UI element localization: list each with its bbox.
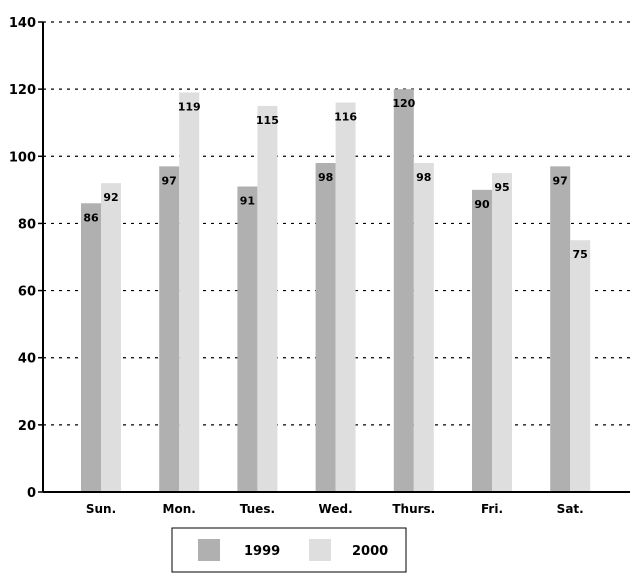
value-label: 86 <box>83 211 99 224</box>
bar-2000-0 <box>101 183 121 492</box>
bar-2000-1 <box>179 92 200 492</box>
x-category-label: Wed. <box>319 502 353 516</box>
value-labels: 86 92 97 119 91 115 98 116 120 98 90 95 97 75 <box>83 97 588 261</box>
bar-1999-4 <box>393 89 414 493</box>
legend-swatch-2000 <box>309 539 331 561</box>
axes <box>42 22 630 493</box>
value-label: 91 <box>240 195 255 208</box>
y-tick-label: 80 <box>18 217 36 232</box>
y-tick-label: 40 <box>18 352 36 367</box>
x-category-label: Sun. <box>86 502 116 516</box>
value-label: 98 <box>416 171 431 184</box>
y-tick-label: 120 <box>9 83 36 98</box>
x-category-label: Thurs. <box>392 502 435 516</box>
value-label: 115 <box>256 114 279 127</box>
bar-2000-2 <box>257 105 278 492</box>
x-category-label: Fri. <box>481 502 503 516</box>
value-label: 90 <box>474 198 490 211</box>
bar-1999-0 <box>81 203 101 493</box>
bar-2000-4 <box>413 163 434 492</box>
value-label: 92 <box>103 191 118 204</box>
bar-1999-1 <box>159 166 180 492</box>
value-label: 119 <box>178 101 201 114</box>
x-category-label: Mon. <box>163 502 196 516</box>
y-tick-label: 140 <box>9 16 36 31</box>
bar-2000-6 <box>570 240 591 492</box>
bar-1999-3 <box>315 163 336 492</box>
x-category-label: Sat. <box>557 502 584 516</box>
bar-1999-5 <box>472 189 492 492</box>
legend: 1999 2000 <box>171 527 407 573</box>
value-label: 98 <box>318 171 333 184</box>
value-label: 116 <box>334 111 357 124</box>
bar-2000-3 <box>335 102 356 493</box>
value-label: 120 <box>392 97 415 110</box>
y-tick-label: 60 <box>18 285 36 300</box>
legend-swatch-1999 <box>198 539 220 561</box>
y-tick-label: 100 <box>9 150 36 165</box>
gridlines <box>43 21 630 426</box>
bar-1999-6 <box>550 166 571 492</box>
y-tick-label: 0 <box>27 486 36 501</box>
bar-1999-2 <box>237 186 258 492</box>
legend-label: 1999 <box>244 544 280 559</box>
x-category-label: Tues. <box>240 502 275 516</box>
x-axis-categories: Sun. Mon. Tues. Wed. Thurs. Fri. Sat. <box>86 502 584 516</box>
bar-2000-5 <box>492 173 512 493</box>
y-tick-label: 20 <box>18 419 36 434</box>
value-label: 97 <box>553 174 568 187</box>
value-label: 75 <box>573 248 588 261</box>
bars <box>81 89 591 493</box>
legend-label: 2000 <box>352 544 388 559</box>
value-label: 95 <box>494 181 509 194</box>
value-label: 97 <box>162 174 177 187</box>
y-axis-ticks: 0 20 40 60 80 100 120 140 <box>9 16 43 501</box>
